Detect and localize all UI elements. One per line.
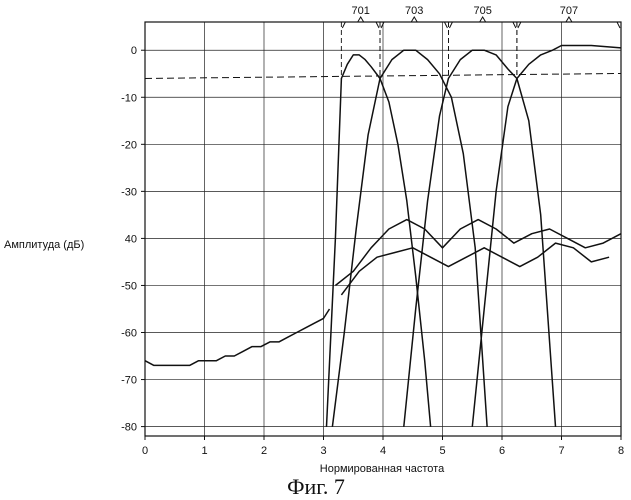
x-tick-label: 8: [618, 445, 624, 457]
series-line: [403, 49, 557, 427]
x-tick-label: 2: [261, 445, 267, 457]
x-tick-label: 3: [320, 445, 326, 457]
band-label: 701: [352, 5, 370, 17]
series-line: [144, 308, 331, 367]
y-tick-label: -60: [121, 328, 137, 340]
x-axis-label: Нормированная частота: [320, 463, 445, 475]
y-tick-label: -50: [121, 280, 137, 292]
plot-frame: [144, 21, 622, 437]
y-axis-label: Амплитуда (дБ): [4, 239, 84, 251]
series-line: [325, 54, 432, 427]
y-tick-label: -80: [121, 422, 137, 434]
series-line: [340, 242, 610, 296]
series-line: [331, 49, 488, 427]
x-tick-label: 6: [499, 445, 505, 457]
tick-labels: 0 1 2 3 4 5 6 7 8 0 -10 -20 -30 40 -50 -60 -70 -80: [121, 45, 624, 457]
x-tick-label: 1: [201, 445, 207, 457]
y-tick-label: 40: [125, 233, 137, 245]
y-tick-label: -10: [121, 92, 137, 104]
band-label: 705: [473, 5, 491, 17]
series-line: [334, 218, 622, 287]
x-tick-label: 5: [439, 445, 445, 457]
y-tick-label: -20: [121, 139, 137, 151]
y-tick-label: -70: [121, 375, 137, 387]
x-tick-label: 0: [142, 445, 148, 457]
x-tick-label: 4: [380, 445, 386, 457]
y-tick-label: -30: [121, 186, 137, 198]
figure-caption: Фиг. 7: [287, 474, 345, 499]
series-line: [471, 44, 622, 427]
y-tick-label: 0: [131, 45, 137, 57]
series-lines: [144, 44, 622, 427]
band-label: 707: [560, 5, 578, 17]
x-tick-label: 7: [558, 445, 564, 457]
band-label: 703: [405, 5, 423, 17]
reference-level-line: [144, 72, 622, 79]
